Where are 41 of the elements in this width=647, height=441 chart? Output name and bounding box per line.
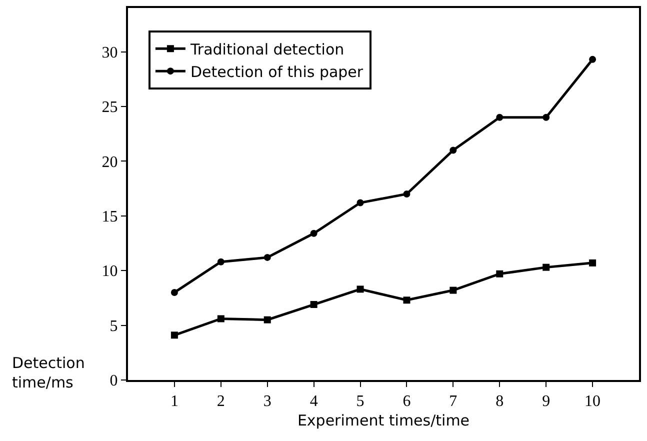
x-tick-label: 4	[310, 393, 318, 410]
x-tick-label: 7	[449, 393, 458, 410]
point	[542, 114, 550, 121]
point	[310, 301, 318, 308]
y-tick-label: 15	[102, 208, 118, 226]
point	[217, 258, 224, 266]
point	[589, 56, 596, 63]
x-tick-label: 8	[496, 393, 504, 410]
legend-label: Detection of this paper	[190, 62, 364, 81]
point	[310, 230, 318, 237]
point	[450, 146, 457, 154]
point	[403, 296, 410, 304]
point	[496, 270, 504, 278]
y-tick-label: 10	[102, 263, 118, 280]
y-axis-title: Detection time/ms	[12, 354, 85, 392]
point	[450, 286, 457, 294]
point	[264, 254, 271, 261]
point	[170, 288, 178, 296]
y-tick-label: 25	[102, 99, 118, 116]
y-tick-label: 30	[102, 44, 118, 62]
x-tick-label: 2	[216, 393, 225, 410]
x-tick-label: 6	[402, 393, 411, 410]
x-tick-label: 9	[542, 393, 550, 410]
point	[170, 332, 178, 339]
point	[356, 286, 364, 293]
point	[356, 199, 364, 206]
x-tick-label: 10	[584, 393, 601, 410]
point	[264, 316, 271, 324]
x-tick-label: 3	[263, 393, 272, 410]
point	[217, 315, 224, 322]
point	[403, 190, 410, 198]
y-tick-label: 20	[102, 154, 118, 171]
point	[496, 114, 504, 121]
x-tick-label: 5	[356, 393, 364, 410]
y-tick-label: 0	[110, 372, 118, 390]
point	[589, 259, 596, 266]
point	[542, 264, 550, 271]
x-axis-title: Experiment times/time	[297, 412, 470, 430]
x-tick-label: 1	[170, 393, 178, 410]
legend-label: Traditional detection	[189, 40, 344, 58]
y-tick-label: 5	[110, 318, 118, 335]
